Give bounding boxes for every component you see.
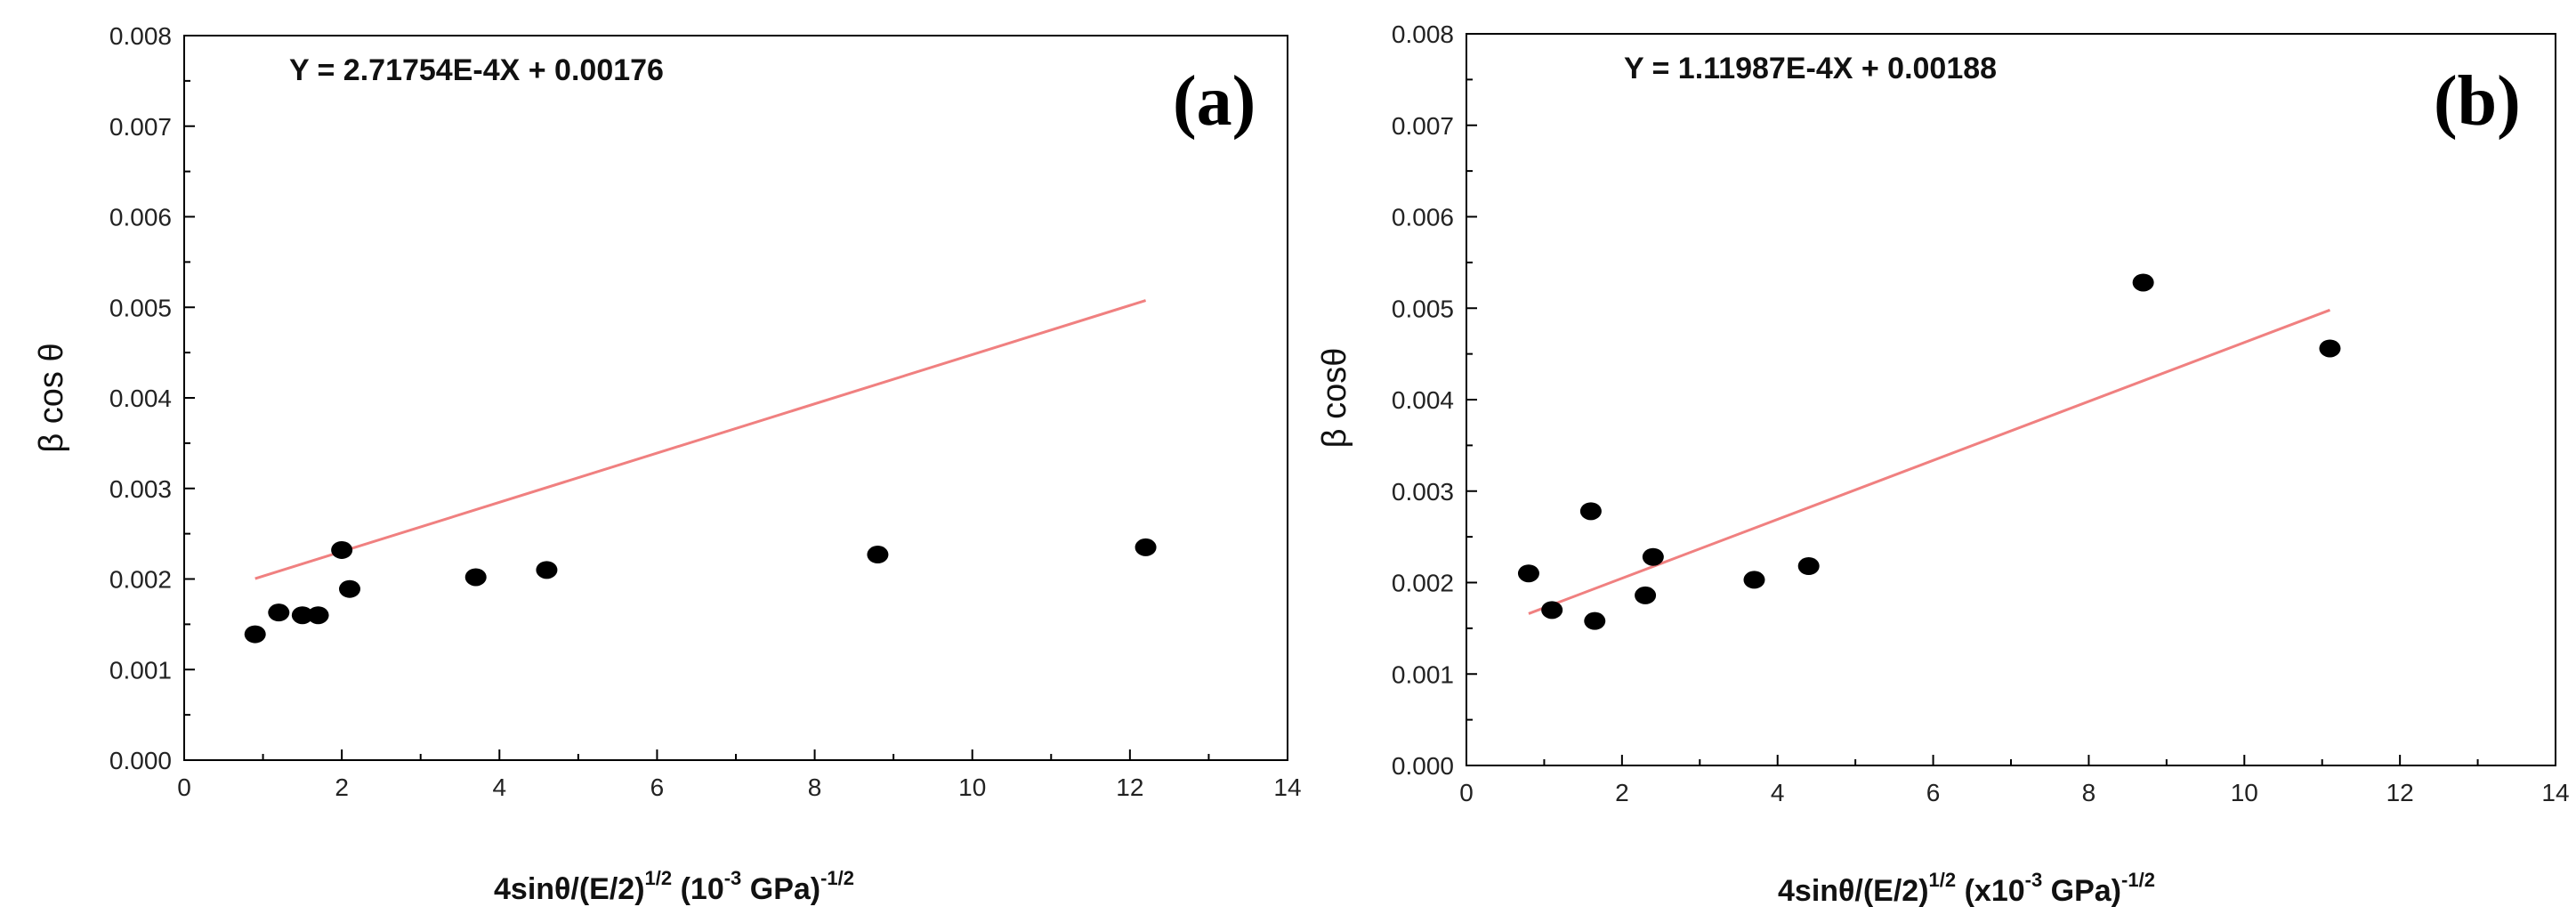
data-point [244,625,266,644]
x-tick-label: 14 [2541,779,2569,806]
data-point [1743,571,1765,589]
y-tick-label: 0.008 [109,22,172,50]
y-tick-label: 0.007 [109,113,172,141]
data-points-b [1517,273,2341,630]
x-tick-label: 4 [492,773,506,801]
x-axis-label-sup3-b: -1/2 [2121,869,2155,891]
x-axis-label-sup3-a: -1/2 [820,867,854,889]
x-axis-ticks-b: 0 2 4 6 8 10 12 14 [1459,755,2570,806]
x-tick-label: 0 [1459,779,1474,806]
panel-label-b: (b) [2434,62,2521,141]
y-tick-label: 0.006 [109,204,172,231]
x-tick-label: 4 [1771,779,1785,806]
plot-frame-b [1466,33,2556,766]
data-point [464,568,487,587]
fit-line-a [254,299,1147,580]
equation-a: Y = 2.71754E-4X + 0.00176 [289,53,664,87]
panel-label-a: (a) [1173,62,1256,141]
data-point [1635,586,1657,604]
x-axis-ticks-a: 0 2 4 6 8 10 12 14 [177,749,1302,801]
y-axis-label-b: β cosθ [1316,348,1353,449]
equation-b: Y = 1.11987E-4X + 0.00188 [1624,52,1997,85]
x-tick-label: 12 [2386,779,2414,806]
y-tick-label: 0.001 [1392,660,1454,688]
data-point [1642,547,1664,566]
y-tick-label: 0.002 [1392,570,1454,597]
x-axis-label-sup1-a: 1/2 [645,867,673,889]
data-point [867,546,889,564]
x-axis-label-main-b: 4sinθ/(E/2) [1778,874,1929,907]
y-axis-ticks-b: 0.000 0.001 0.002 0.003 0.004 0.005 0.006 0.007… [1392,20,1477,780]
x-tick-label: 12 [1116,773,1143,801]
x-axis-label-b: 4sinθ/(E/2)1/2 (x10-3 GPa)-1/2 [1778,869,2155,907]
y-tick-label: 0.000 [109,747,172,774]
data-point [291,606,313,625]
y-tick-label: 0.004 [1392,386,1454,414]
data-point [1797,557,1820,576]
x-axis-label-unit-a: GPa) [741,872,820,906]
y-axis-ticks-a: 0.000 0.001 0.002 0.003 0.004 0.005 0.006 0.007… [109,22,195,774]
x-axis-label-mid-b: (x10 [1956,874,2025,907]
fit-line-b [1528,308,2330,615]
data-point [1541,601,1563,620]
x-axis-label-sup2-b: -3 [2025,869,2043,891]
data-point [268,603,290,622]
x-axis-label-sup2-a: -3 [724,867,742,889]
y-tick-label: 0.003 [1392,478,1454,506]
plot-frame-a [183,35,1288,761]
data-point [307,606,329,625]
x-axis-label-sup1-b: 1/2 [1929,869,1957,891]
x-tick-label: 0 [177,773,191,801]
x-tick-label: 6 [650,773,665,801]
x-tick-label: 10 [958,773,986,801]
data-point [536,561,558,579]
data-point [1584,611,1606,630]
data-point [331,540,353,559]
y-tick-label: 0.000 [1392,752,1454,780]
x-tick-label: 14 [1273,773,1301,801]
x-tick-label: 10 [2231,779,2258,806]
y-tick-label: 0.004 [109,385,172,412]
y-tick-label: 0.003 [109,475,172,503]
chart-panel-a: 0.000 0.001 0.002 0.003 0.004 0.005 0.006 0.007… [33,22,1302,906]
x-tick-label: 8 [2082,779,2096,806]
x-tick-label: 8 [808,773,822,801]
data-point [2319,339,2341,358]
x-axis-label-main-a: 4sinθ/(E/2) [494,872,645,906]
y-axis-label-a: β cos θ [33,343,70,452]
y-tick-label: 0.008 [1392,20,1454,48]
x-tick-label: 2 [1615,779,1629,806]
y-tick-label: 0.005 [109,294,172,321]
data-point [339,579,360,598]
y-tick-label: 0.002 [109,566,172,594]
data-point [1579,502,1602,521]
y-tick-label: 0.007 [1392,112,1454,140]
x-axis-label-mid-a: (10 [672,872,724,906]
y-tick-label: 0.005 [1392,295,1454,322]
data-points-a [244,538,1157,644]
data-point [2132,273,2154,292]
x-axis-label-unit-b: GPa) [2042,874,2121,907]
y-tick-label: 0.001 [109,656,172,684]
x-tick-label: 2 [335,773,349,801]
data-point [1517,564,1539,583]
y-tick-label: 0.006 [1392,204,1454,231]
data-point [1135,538,1157,556]
chart-panel-b: 0.000 0.001 0.002 0.003 0.004 0.005 0.006 0.007… [1316,20,2570,907]
x-axis-label-a: 4sinθ/(E/2)1/2 (10-3 GPa)-1/2 [494,867,854,906]
x-tick-label: 6 [1926,779,1941,806]
